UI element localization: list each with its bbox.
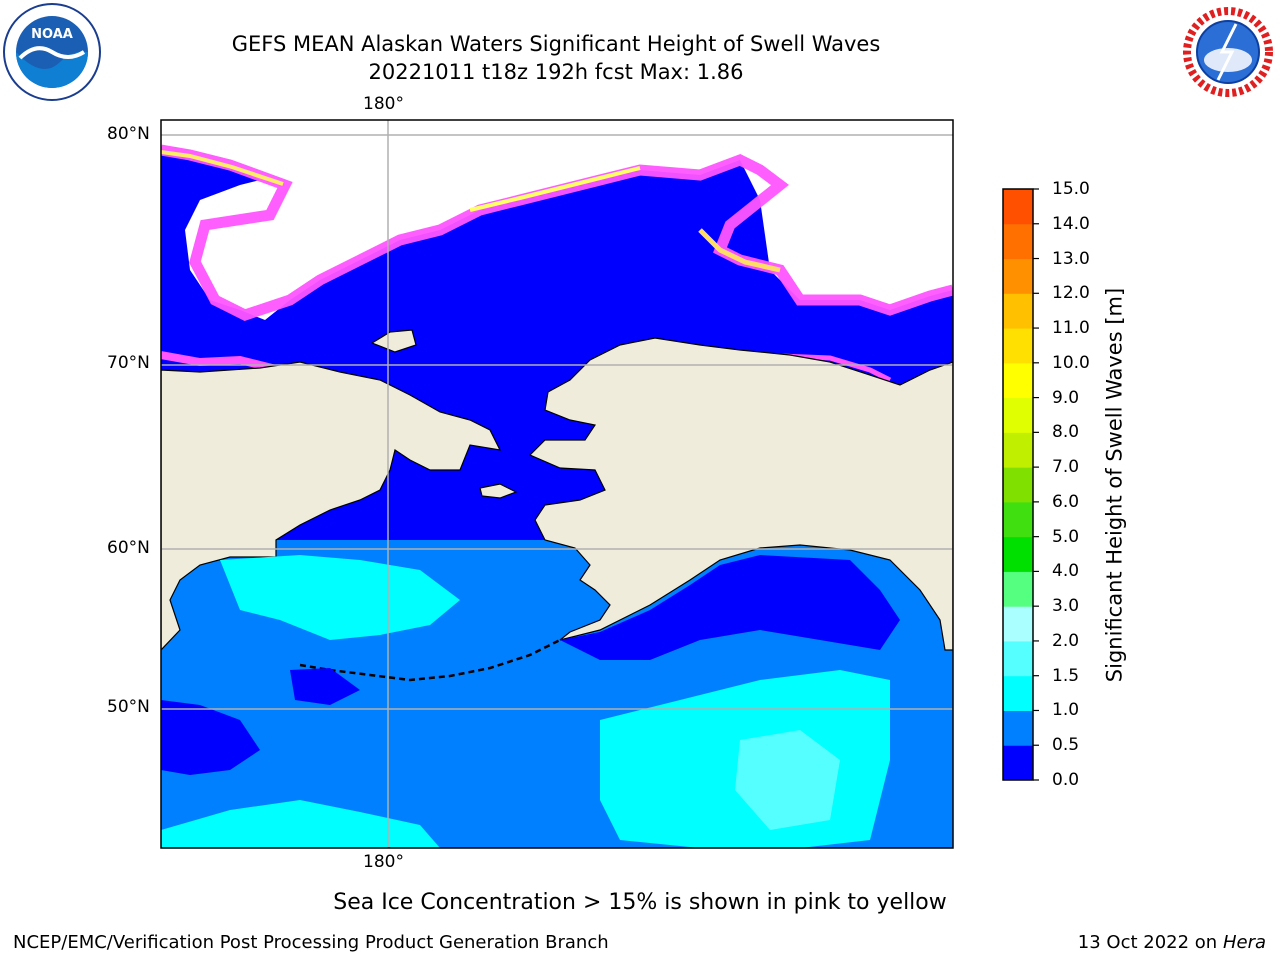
- sea-ice-note: Sea Ice Concentration > 15% is shown in …: [333, 890, 947, 915]
- footer-date: 13 Oct 2022 on Hera: [1078, 932, 1266, 953]
- colorbar-band: [1003, 258, 1033, 294]
- colorbar-band: [1003, 536, 1033, 572]
- chart-title: GEFS MEAN Alaskan Waters Significant Hei…: [231, 32, 881, 56]
- colorbar-tick-label: 0.5: [1052, 735, 1080, 756]
- colorbar-band: [1003, 745, 1033, 781]
- cyan-patch-southwest: [161, 800, 440, 848]
- map-frame: [160, 119, 954, 849]
- colorbar-band: [1003, 397, 1033, 433]
- colorbar-band: [1003, 710, 1033, 746]
- footer-credit: NCEP/EMC/Verification Post Processing Pr…: [13, 932, 609, 953]
- lon-label-top: 180°: [363, 94, 404, 114]
- noaa-logo-text: NOAA: [31, 27, 73, 42]
- lon-label-bottom: 180°: [363, 852, 404, 872]
- colorbar-band: [1003, 606, 1033, 642]
- colorbar-tick-label: 5.0: [1052, 526, 1080, 547]
- colorbar-bands: [1003, 189, 1033, 781]
- deep-blue-patch-aleutian: [290, 668, 360, 705]
- cyan-patch-bering: [220, 555, 460, 640]
- colorbar-band: [1003, 223, 1033, 260]
- siberia-land: [161, 361, 502, 651]
- chart-subtitle: 20221011 t18z 192h fcst Max: 1.86: [368, 60, 744, 84]
- colorbar-tick-label: 3.0: [1052, 596, 1080, 617]
- lat-label-50: 50°N: [107, 697, 150, 717]
- colorbar-frame: [1002, 188, 1034, 781]
- colorbar-band: [1003, 189, 1033, 225]
- colorbar-tick-label: 1.5: [1052, 665, 1080, 686]
- aleutian-islands: [299, 638, 561, 682]
- colorbar-tick-label: 15.0: [1052, 179, 1090, 199]
- graticule: [161, 120, 953, 848]
- colorbar-band: [1003, 362, 1033, 399]
- colorbar-band: [1003, 467, 1033, 503]
- colorbar-tick-label: 6.0: [1052, 491, 1080, 512]
- noaa-logo: NOAA: [3, 3, 101, 101]
- st-lawrence-island: [479, 483, 518, 499]
- lat-label-80: 80°N: [107, 124, 150, 144]
- lat-label-60: 60°N: [107, 538, 150, 558]
- colorbar-tick-label: 14.0: [1052, 213, 1090, 234]
- colorbar-tick-label: 11.0: [1052, 318, 1090, 339]
- colorbar-band: [1003, 293, 1033, 329]
- footer-date-text: 13 Oct 2022 on: [1077, 932, 1218, 953]
- lat-label-70: 70°N: [107, 353, 150, 373]
- map-area: [161, 120, 953, 848]
- colorbar-tick-label: 10.0: [1052, 352, 1090, 373]
- colorbar-title: Significant Height of Swell Waves [m]: [1102, 287, 1127, 683]
- colorbar-band: [1003, 328, 1033, 364]
- nws-logo: [1181, 5, 1275, 99]
- colorbar-ticks: [1033, 188, 1039, 781]
- colorbar-tick-label: 0.0: [1052, 770, 1080, 790]
- colorbar-band: [1003, 640, 1033, 677]
- colorbar-band: [1003, 432, 1033, 468]
- colorbar-tick-label: 9.0: [1052, 387, 1080, 408]
- colorbar-tick-label: 8.0: [1052, 422, 1080, 443]
- light-cyan-patch: [735, 730, 840, 830]
- colorbar-tick-label: 12.0: [1052, 283, 1090, 304]
- colorbar-tick-label: 2.0: [1052, 630, 1080, 651]
- wrangel-island: [370, 329, 417, 353]
- colorbar-band: [1003, 571, 1033, 607]
- sea-ice-yellow-1: [161, 150, 284, 186]
- footer-host: Hera: [1222, 932, 1266, 953]
- colorbar-tick-label: 7.0: [1052, 457, 1080, 478]
- alaska-land: [528, 337, 953, 651]
- sea-ice-yellow-3: [698, 228, 781, 273]
- colorbar-band: [1003, 675, 1033, 711]
- deep-blue-patch-west: [161, 700, 260, 775]
- colorbar-tick-label: 1.0: [1052, 700, 1080, 721]
- sea-ice-yellow-2: [469, 166, 641, 212]
- gulf-deep-blue: [560, 555, 900, 660]
- colorbar-band: [1003, 501, 1033, 538]
- colorbar-tick-label: 13.0: [1052, 248, 1090, 269]
- colorbar-tick-label: 4.0: [1052, 561, 1080, 582]
